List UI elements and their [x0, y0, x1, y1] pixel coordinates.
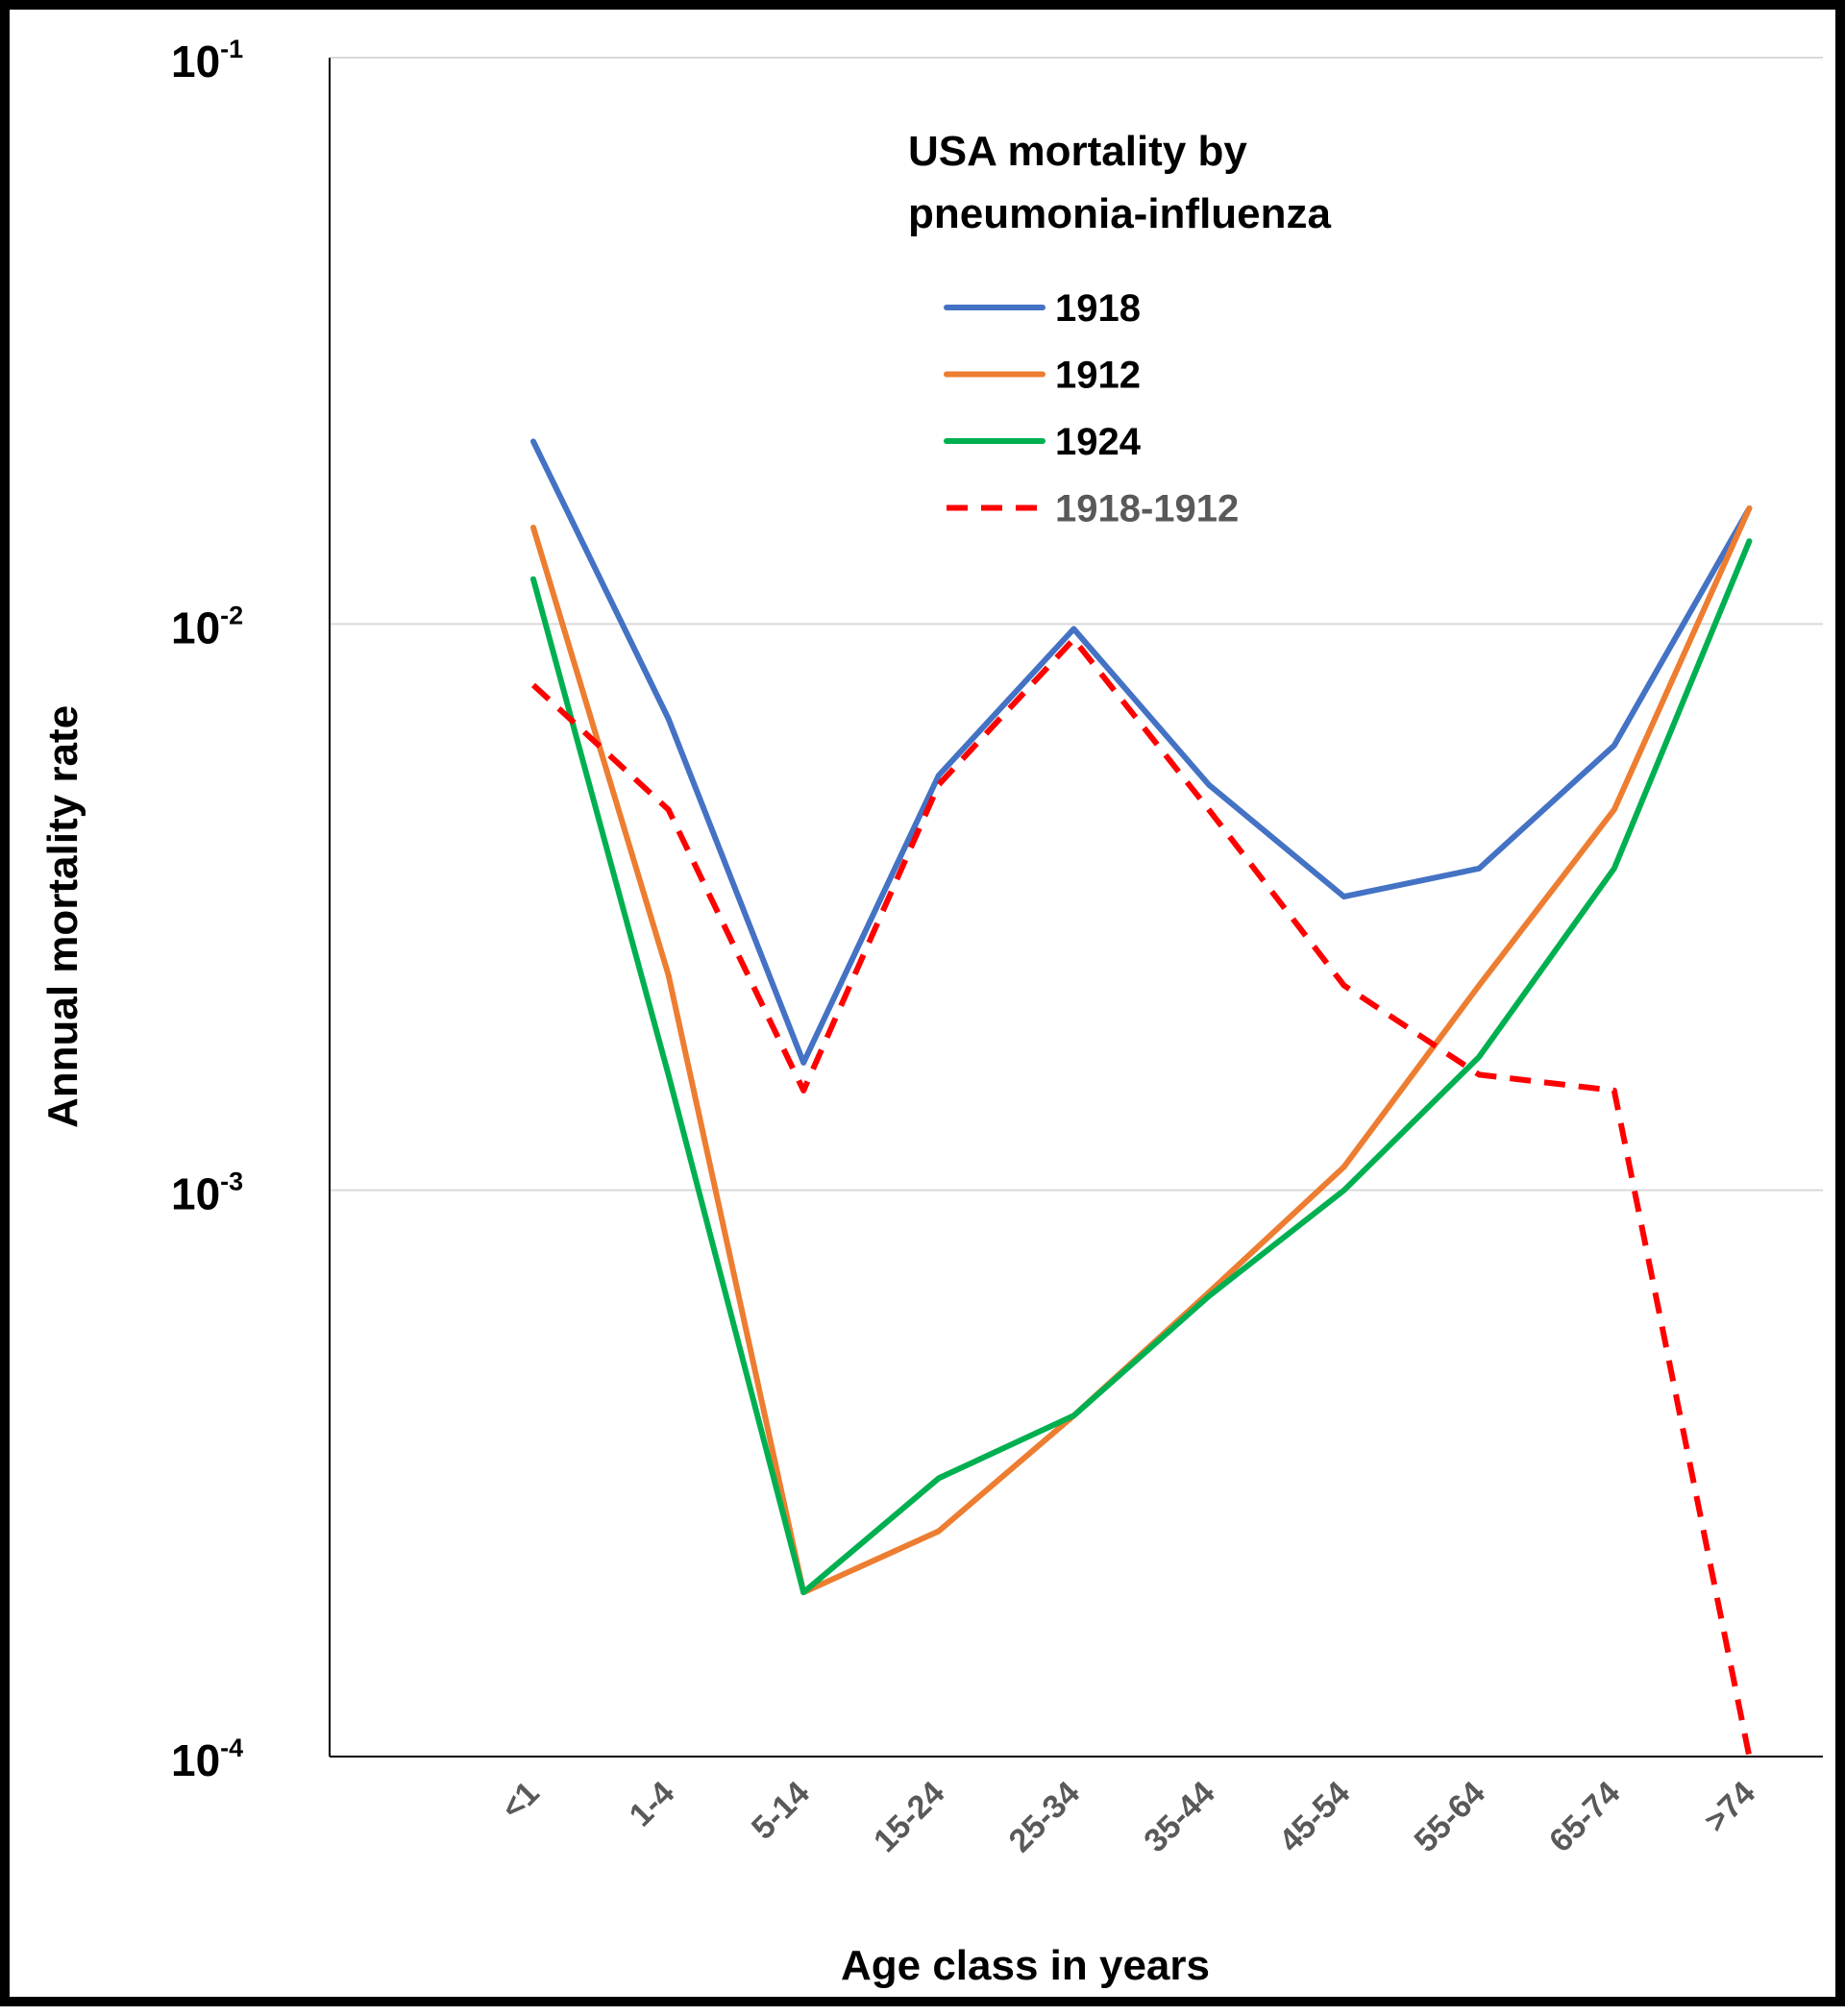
legend-label: 1918	[1055, 287, 1141, 330]
chart-title-line-2: pneumonia-influenza	[908, 190, 1332, 237]
x-tick-label: 25-34	[1002, 1775, 1087, 1859]
series-line-1912	[530, 505, 1753, 1596]
legend-label: 1918-1912	[1055, 488, 1239, 530]
x-tick-label: 35-44	[1137, 1775, 1221, 1859]
x-axis-title: Age class in years	[841, 1942, 1210, 1989]
chart-svg: 10-1 10-2 10-3 10-4 <1 1-4 5-14 15-24 25-34 35-4…	[39, 35, 1823, 1989]
legend-entries: 1918 1912 1924 1918-1912	[944, 287, 1239, 530]
x-tick-label: 1-4	[623, 1775, 682, 1834]
x-tick-label: 65-74	[1542, 1775, 1627, 1859]
x-tick-label: >74	[1697, 1775, 1762, 1840]
x-tick-label: 45-54	[1272, 1775, 1357, 1859]
x-tick-label: 5-14	[745, 1775, 817, 1847]
x-tick-label: 55-64	[1407, 1775, 1491, 1859]
series-line-1918	[530, 438, 1753, 1066]
x-tick-label: 15-24	[867, 1775, 951, 1859]
y-tick-label: 10-1	[171, 35, 243, 86]
y-tick-label: 10-4	[171, 1733, 243, 1785]
y-tick-labels: 10-1 10-2 10-3 10-4	[171, 35, 243, 1785]
y-tick-label: 10-2	[171, 601, 243, 652]
legend-label: 1912	[1055, 355, 1141, 397]
x-tick-labels: <1 1-4 5-14 15-24 25-34 35-44 45-54 55-64 65-74 >…	[494, 1775, 1762, 1859]
legend-label: 1924	[1055, 421, 1142, 463]
series-line-1918-1912	[530, 636, 1753, 1758]
series-lines	[530, 438, 1753, 1758]
legend: USA mortality by pneumonia-influenza 191…	[908, 128, 1332, 530]
gridlines	[330, 57, 1823, 1192]
chart-title-line-1: USA mortality by	[908, 128, 1247, 175]
y-axis-title: Annual mortality rate	[39, 705, 86, 1128]
series-line-1924	[530, 538, 1753, 1596]
y-tick-label: 10-3	[171, 1168, 243, 1219]
x-tick-label: <1	[494, 1775, 546, 1827]
